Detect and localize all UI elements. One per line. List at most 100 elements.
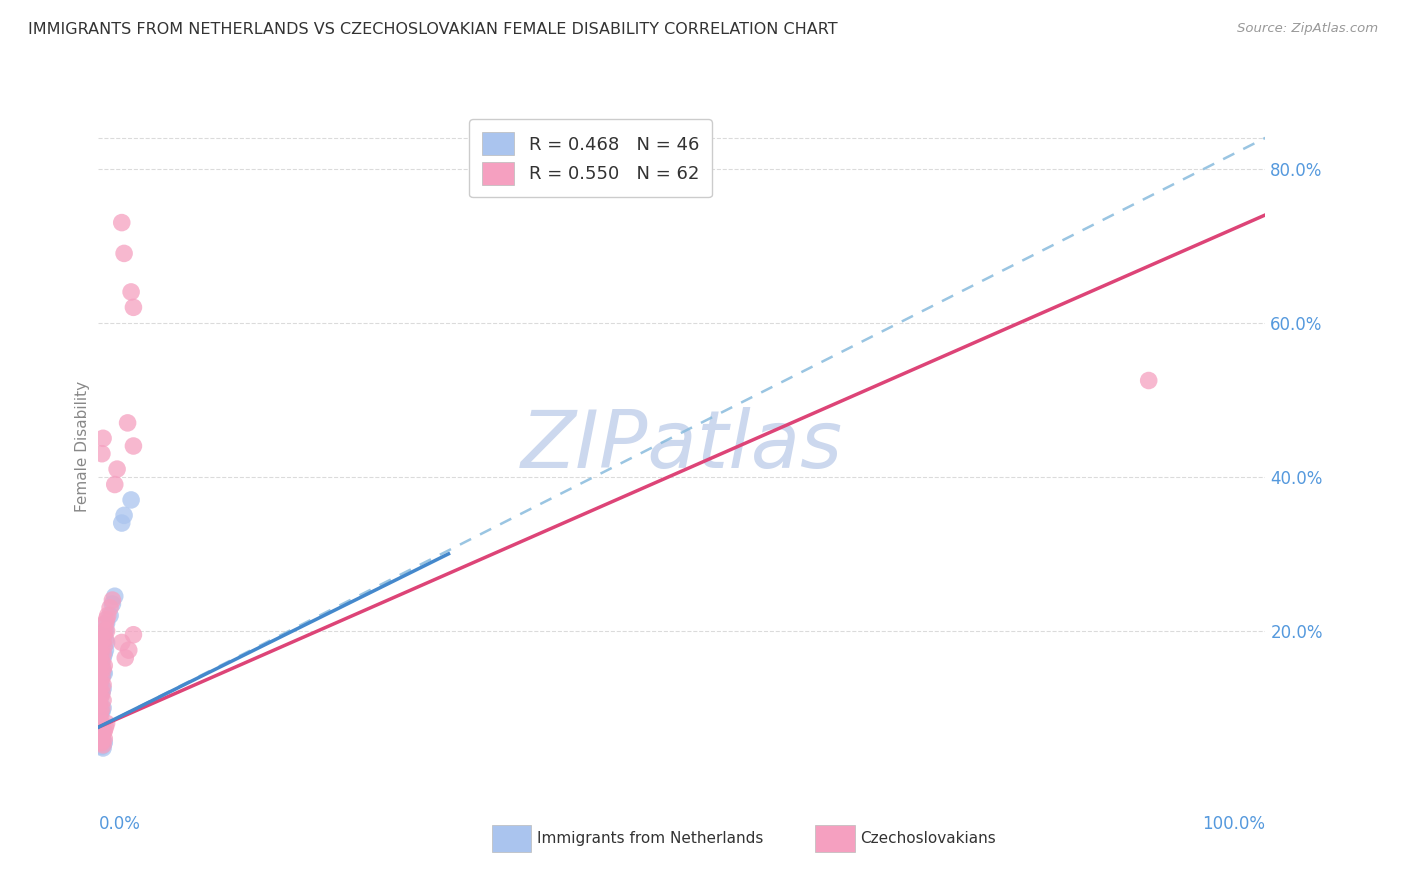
- Point: [120, 492, 142, 507]
- Point: [91, 741, 114, 756]
- Point: [90, 731, 112, 746]
- Point: [101, 597, 124, 611]
- Point: [93, 724, 115, 739]
- Y-axis label: Female Disability: Female Disability: [75, 380, 90, 512]
- Point: [104, 589, 127, 603]
- Point: [90, 658, 112, 673]
- Point: [90, 705, 112, 719]
- Point: [89, 716, 111, 731]
- Point: [90, 735, 112, 749]
- Point: [90, 720, 112, 734]
- Point: [89, 685, 111, 699]
- Point: [90, 724, 112, 739]
- Point: [89, 716, 111, 731]
- Point: [93, 647, 115, 661]
- Text: Immigrants from Netherlands: Immigrants from Netherlands: [537, 831, 763, 846]
- Point: [111, 635, 134, 649]
- Point: [90, 678, 112, 692]
- Point: [94, 616, 117, 631]
- Point: [90, 724, 112, 739]
- Point: [90, 685, 112, 699]
- Point: [90, 731, 112, 746]
- Point: [91, 738, 114, 752]
- Point: [89, 720, 111, 734]
- Point: [90, 690, 112, 704]
- Point: [93, 658, 115, 673]
- Point: [96, 624, 118, 638]
- Point: [89, 681, 111, 696]
- Point: [96, 716, 118, 731]
- Point: [94, 720, 117, 734]
- Point: [90, 724, 112, 739]
- Point: [122, 628, 145, 642]
- Text: IMMIGRANTS FROM NETHERLANDS VS CZECHOSLOVAKIAN FEMALE DISABILITY CORRELATION CHA: IMMIGRANTS FROM NETHERLANDS VS CZECHOSLO…: [28, 22, 838, 37]
- Point: [96, 612, 118, 626]
- Point: [90, 735, 112, 749]
- Point: [91, 632, 114, 646]
- Point: [90, 447, 112, 461]
- Point: [93, 624, 115, 638]
- Point: [1137, 374, 1160, 388]
- Point: [90, 716, 112, 731]
- Point: [104, 477, 127, 491]
- Point: [90, 731, 112, 746]
- Point: [89, 701, 111, 715]
- Point: [89, 697, 111, 711]
- Point: [98, 608, 121, 623]
- Point: [90, 647, 112, 661]
- Point: [91, 693, 114, 707]
- Point: [90, 670, 112, 684]
- Point: [93, 628, 115, 642]
- Point: [90, 733, 112, 747]
- Point: [90, 655, 112, 669]
- Point: [89, 658, 111, 673]
- Point: [90, 716, 112, 731]
- Point: [91, 647, 114, 661]
- Text: Czechoslovakians: Czechoslovakians: [860, 831, 997, 846]
- Point: [94, 632, 117, 646]
- Point: [90, 662, 112, 676]
- Point: [93, 666, 115, 681]
- Point: [90, 673, 112, 688]
- Point: [90, 690, 112, 704]
- Point: [94, 643, 117, 657]
- Point: [89, 708, 111, 723]
- Point: [118, 643, 141, 657]
- Point: [90, 643, 112, 657]
- Point: [90, 728, 112, 742]
- Legend: R = 0.468   N = 46, R = 0.550   N = 62: R = 0.468 N = 46, R = 0.550 N = 62: [470, 120, 711, 197]
- Point: [89, 708, 111, 723]
- Point: [91, 662, 114, 676]
- Point: [111, 216, 134, 230]
- Point: [89, 666, 111, 681]
- Point: [94, 624, 117, 638]
- Point: [91, 681, 114, 696]
- Point: [90, 670, 112, 684]
- Point: [89, 673, 111, 688]
- Point: [90, 735, 112, 749]
- Point: [90, 640, 112, 654]
- Point: [111, 516, 134, 530]
- Point: [93, 731, 115, 746]
- Point: [93, 640, 115, 654]
- Point: [91, 651, 114, 665]
- Point: [105, 462, 128, 476]
- Point: [112, 246, 135, 260]
- Point: [117, 416, 139, 430]
- Point: [122, 439, 145, 453]
- Text: 0.0%: 0.0%: [98, 815, 141, 833]
- Point: [90, 739, 112, 754]
- Point: [89, 651, 111, 665]
- Point: [91, 678, 114, 692]
- Point: [90, 666, 112, 681]
- Point: [114, 651, 136, 665]
- Point: [90, 728, 112, 742]
- Point: [96, 616, 118, 631]
- Text: 100.0%: 100.0%: [1202, 815, 1265, 833]
- Point: [90, 685, 112, 699]
- Point: [101, 593, 124, 607]
- Point: [91, 635, 114, 649]
- Point: [120, 285, 142, 299]
- Text: Source: ZipAtlas.com: Source: ZipAtlas.com: [1237, 22, 1378, 36]
- Point: [93, 735, 115, 749]
